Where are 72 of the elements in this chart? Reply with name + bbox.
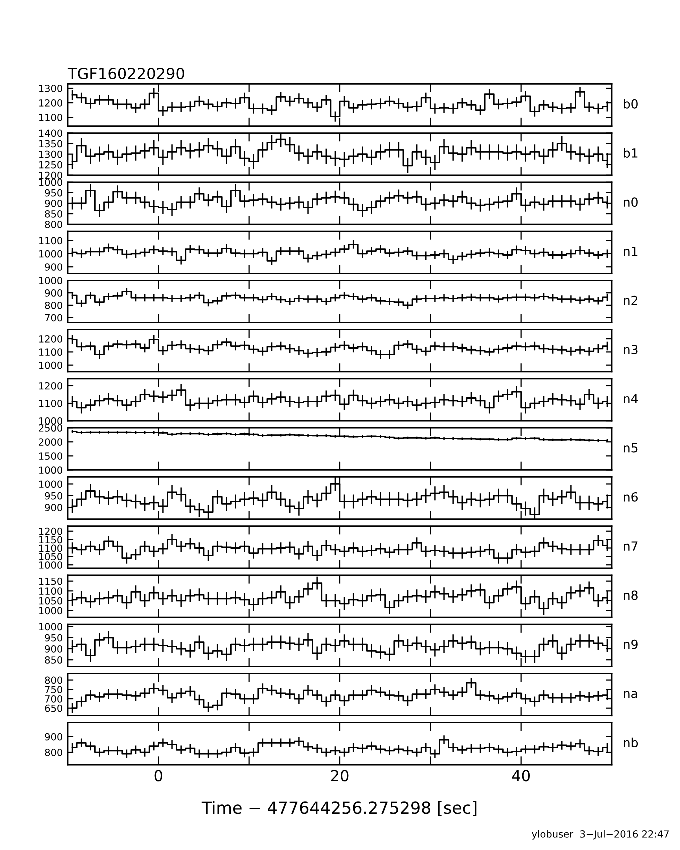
y-axis-title: n3 — [624, 345, 638, 355]
y-tick-label: 1200 — [39, 336, 62, 343]
y-tick-label: 1100 — [39, 400, 62, 408]
y-tick-label: 950 — [45, 634, 62, 642]
y-axis-title: n9 — [624, 640, 638, 650]
y-axis-title: n5 — [624, 443, 638, 453]
y-tick-label: 1200 — [39, 382, 62, 390]
y-axis-title: n0 — [624, 198, 638, 208]
y-tick-label: 900 — [45, 264, 62, 271]
y-tick-label: 900 — [45, 645, 62, 653]
y-tick-label: 1000 — [39, 607, 62, 615]
y-tick-label: 1000 — [39, 277, 62, 285]
y-tick-label: 1100 — [39, 348, 62, 356]
y-tick-label: 2000 — [39, 438, 62, 446]
y-tick-label: 800 — [45, 676, 62, 684]
y-tick-label: 950 — [45, 189, 62, 197]
y-tick-label: 1000 — [39, 178, 62, 186]
y-axis-title: n4 — [624, 394, 638, 404]
y-tick-label: 800 — [45, 748, 62, 756]
y-axis-title: n2 — [624, 296, 638, 306]
x-tick-label: 20 — [331, 770, 349, 782]
y-tick-label: 1100 — [39, 544, 62, 552]
x-tick-label: 40 — [512, 770, 530, 782]
y-tick-label: 1100 — [39, 237, 62, 245]
y-tick-label: 1250 — [39, 161, 62, 169]
y-tick-label: 950 — [45, 492, 62, 500]
y-axis-title: na — [624, 691, 638, 698]
y-tick-label: 1000 — [39, 480, 62, 488]
y-tick-label: 650 — [45, 704, 62, 712]
y-tick-label: 900 — [45, 290, 62, 297]
y-tick-label: 750 — [45, 686, 62, 694]
y-tick-label: 800 — [45, 302, 62, 310]
y-tick-label: 1000 — [39, 418, 62, 425]
text: ylobuser 3−Jul−2016 22:47 — [532, 830, 669, 840]
y-tick-label: 1500 — [39, 452, 62, 460]
y-tick-label: 1150 — [39, 578, 62, 586]
y-tick-label: 900 — [45, 200, 62, 208]
y-tick-label: 1000 — [39, 362, 62, 370]
y-tick-label: 1100 — [39, 588, 62, 595]
y-tick-label: 1150 — [39, 536, 62, 544]
y-axis-title: b1 — [624, 148, 638, 158]
y-tick-label: 1050 — [39, 597, 62, 605]
y-axis-title: n8 — [624, 590, 638, 600]
y-tick-label: 700 — [45, 314, 62, 322]
x-tick-label: 0 — [154, 770, 163, 782]
y-tick-label: 1300 — [39, 150, 62, 158]
y-tick-label: 1400 — [39, 130, 62, 138]
chart-title: TGF160220290 — [68, 68, 184, 80]
y-axis-title: n6 — [624, 492, 638, 502]
y-tick-label: 1000 — [39, 623, 62, 631]
y-tick-label: 850 — [45, 210, 62, 218]
y-tick-label: 900 — [45, 733, 62, 741]
y-axis-title: nb — [624, 738, 638, 748]
y-axis-title: n7 — [624, 542, 638, 551]
y-tick-label: 1350 — [39, 140, 62, 148]
y-tick-label: 1200 — [39, 528, 62, 536]
y-tick-label: 2500 — [39, 424, 62, 432]
y-tick-label: 1000 — [39, 562, 62, 569]
y-axis-title: n1 — [624, 246, 638, 256]
y-tick-label: 1200 — [39, 100, 62, 107]
y-tick-label: 1100 — [39, 114, 62, 122]
y-tick-label: 900 — [45, 504, 62, 512]
y-tick-label: 1000 — [39, 466, 62, 474]
y-tick-label: 1050 — [39, 553, 62, 561]
y-tick-label: 800 — [45, 221, 62, 228]
x-axis-title: Time − 477644256.275298 [sec] — [202, 801, 477, 816]
y-axis-title: b0 — [624, 99, 638, 109]
y-tick-label: 850 — [45, 656, 62, 664]
y-tick-label: 700 — [45, 695, 62, 703]
y-tick-label: 1200 — [39, 172, 62, 180]
y-tick-label: 1000 — [39, 250, 62, 258]
y-tick-label: 1300 — [39, 84, 62, 92]
